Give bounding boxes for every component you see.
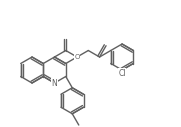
Text: O: O [74,54,80,60]
Text: N: N [52,78,57,88]
Text: Cl: Cl [118,68,126,77]
